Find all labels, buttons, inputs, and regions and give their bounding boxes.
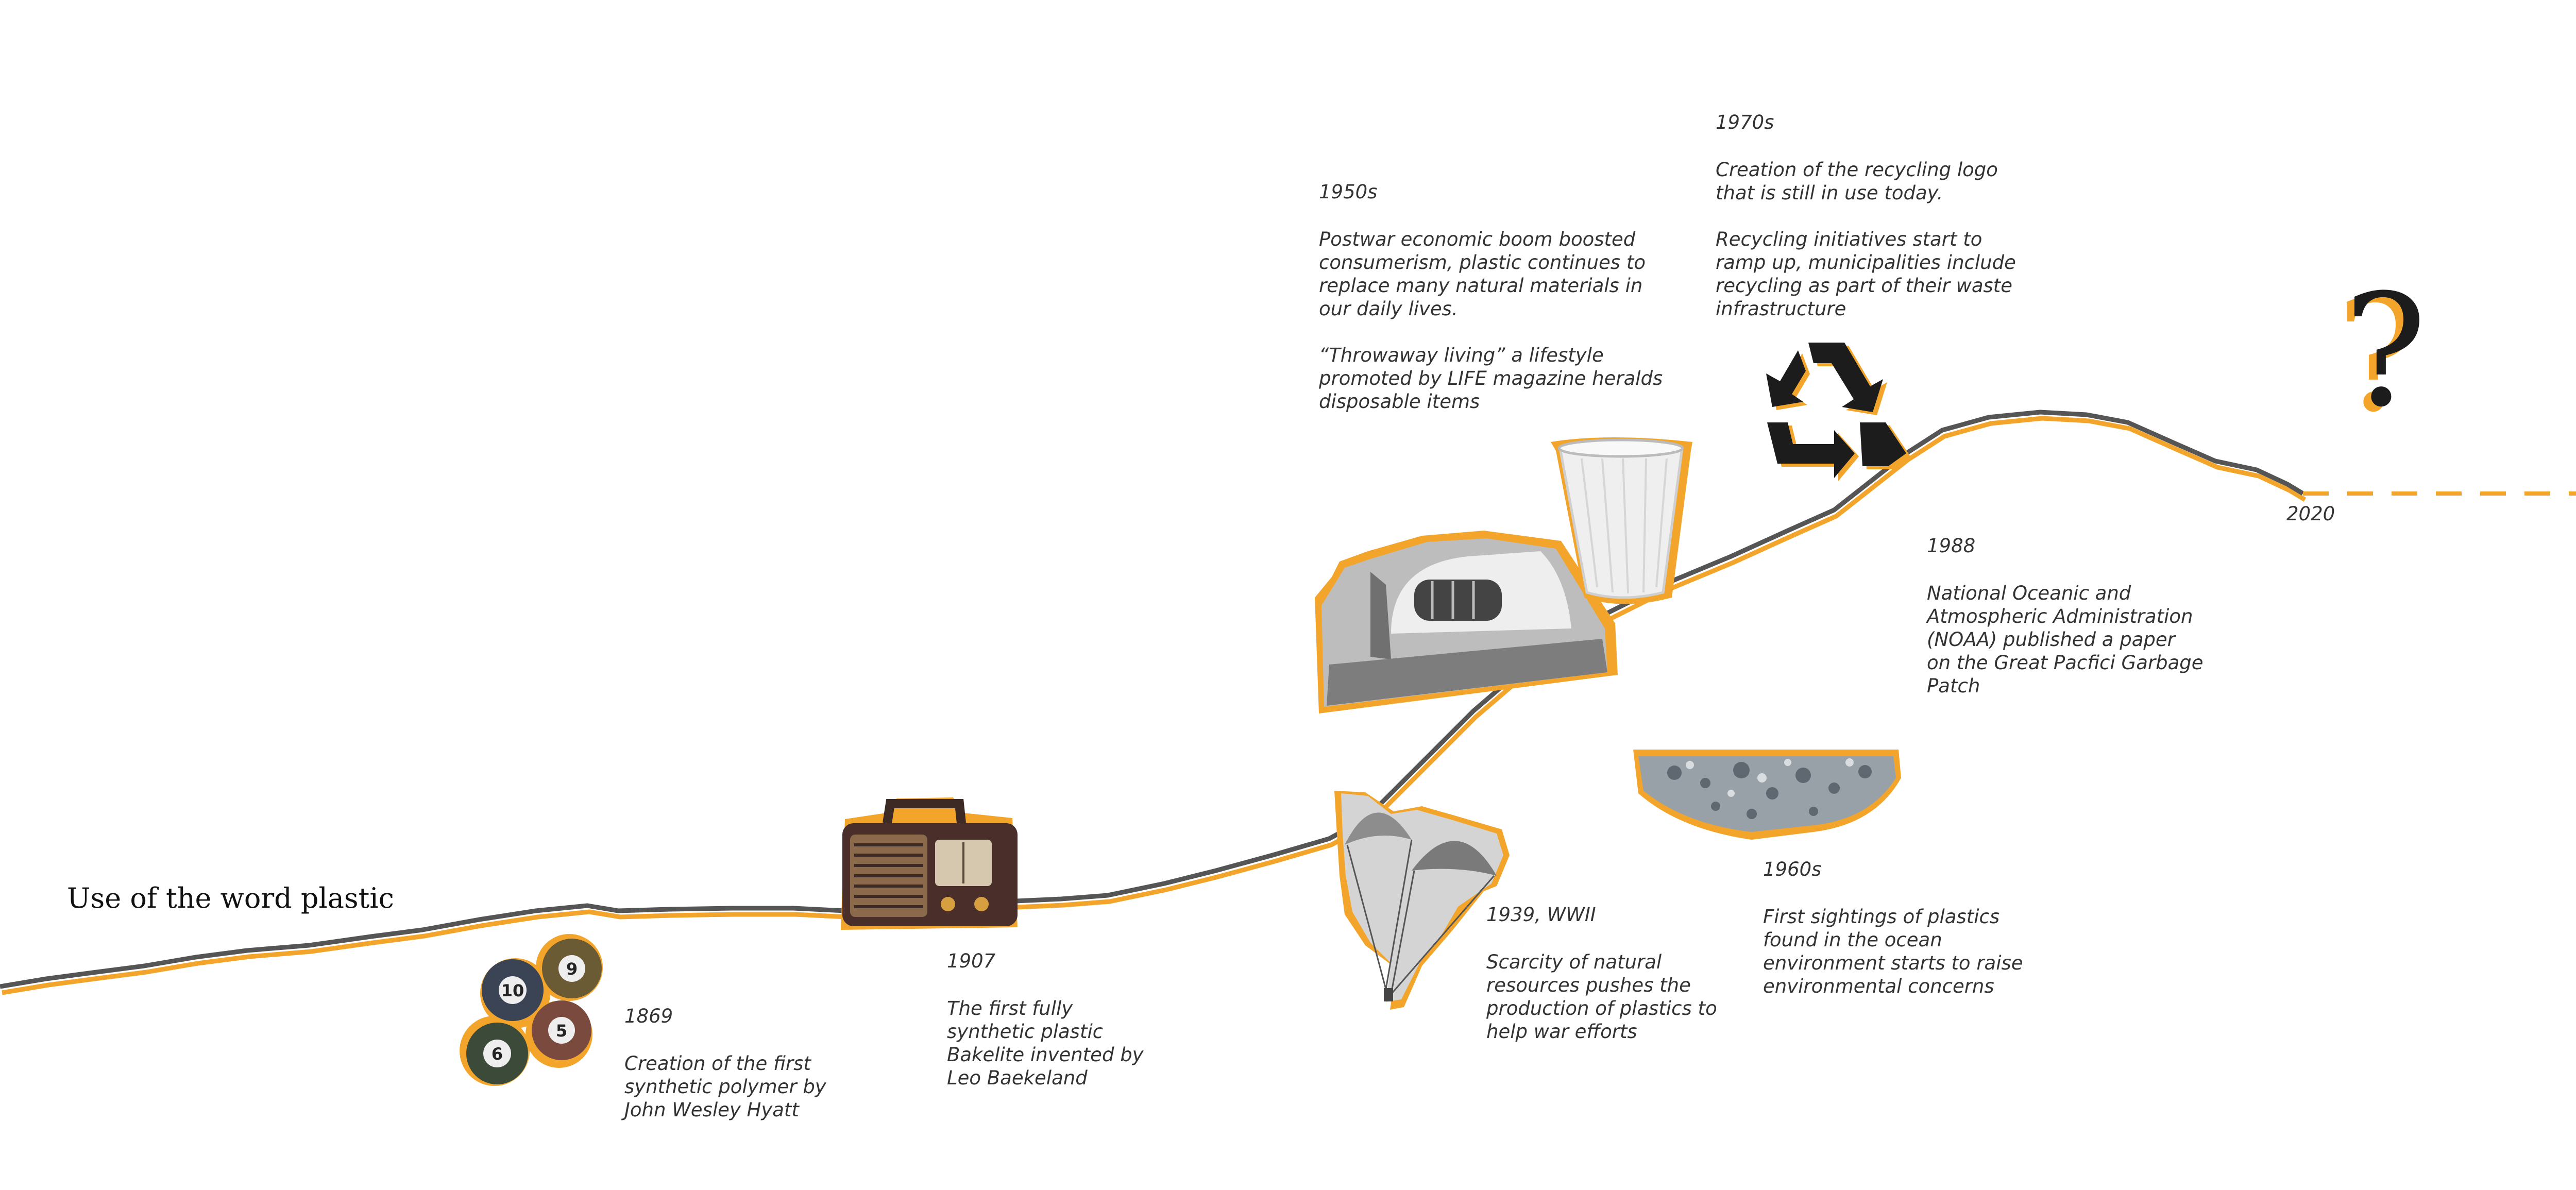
event-description-line: production of plastics to — [1486, 997, 1717, 1019]
event-description-line: replace many natural materials in — [1319, 275, 1642, 297]
event-description-line: Scarcity of natural — [1486, 951, 1662, 973]
event-description-line: (NOAA) published a paper — [1927, 628, 2177, 651]
bakelite-radio-illustration — [841, 797, 1018, 930]
event-description-line: synthetic plastic — [947, 1021, 1103, 1043]
trend-line — [0, 410, 2304, 989]
event-description-line: environmental concerns — [1763, 975, 1994, 997]
event-description-line: The first fully — [947, 997, 1073, 1019]
question-mark: ? — [2344, 261, 2427, 441]
event-description-line: Postwar economic boom boosted — [1319, 228, 1636, 250]
plastic-cup-illustration — [1551, 437, 1692, 604]
event-2020: 2020 — [2286, 503, 2335, 525]
event-description-line: environment starts to raise — [1763, 952, 2023, 974]
event-date-label: 1939, WWII — [1486, 904, 1596, 926]
event-description-line: that is still in use today. — [1716, 182, 1943, 204]
event-description-line: Leo Baekeland — [947, 1067, 1088, 1089]
event-description-line: on the Great Pacfici Garbage — [1927, 652, 2204, 674]
event-description-line: consumerism, plastic continues to — [1319, 251, 1646, 274]
event-description-line: found in the ocean — [1763, 929, 1942, 951]
event-date-label: 1960s — [1763, 858, 1821, 880]
question-mark-shadow: ? — [2336, 266, 2419, 446]
event-description-line: John Wesley Hyatt — [621, 1099, 800, 1121]
event-description-line: resources pushes the — [1486, 974, 1691, 996]
event-description-line: Bakelite invented by — [947, 1044, 1144, 1066]
event-description-line: Creation of the first — [624, 1052, 811, 1075]
event-date-label: 1907 — [947, 950, 996, 972]
usage-trend-line — [0, 410, 2576, 995]
ball-number: 10 — [501, 981, 524, 1000]
event-description-line: Creation of the recycling logo — [1716, 159, 1998, 181]
event-date-label: 1869 — [624, 1005, 673, 1027]
event-description-line: Patch — [1927, 675, 1980, 697]
event-description-line: Recycling initiatives start to — [1716, 228, 1982, 250]
event-description-line: ramp up, municipalities include — [1716, 251, 2016, 274]
event-description-line: promoted by LIFE magazine heralds — [1318, 367, 1663, 389]
event-description-line: “Throwaway living” a lifestyle — [1319, 344, 1604, 366]
question-mark-icon: ? ? — [2336, 261, 2427, 446]
event-date-label: 1988 — [1927, 535, 1975, 557]
ball-number: 6 — [492, 1044, 503, 1064]
ball-number: 9 — [566, 959, 578, 979]
event-description-line: synthetic polymer by — [624, 1076, 827, 1098]
event-date-label: 1950s — [1319, 181, 1377, 203]
event-description-line: infrastructure — [1716, 298, 1846, 320]
event-description-line: our daily lives. — [1319, 298, 1458, 320]
parachutes-illustration — [1334, 791, 1510, 1010]
event-date-label: 1970s — [1716, 111, 1774, 133]
event-date-label: 2020 — [2286, 503, 2335, 525]
event-description-line: disposable items — [1319, 390, 1480, 413]
ocean-plastic-photo — [1633, 750, 1901, 840]
event-description-line: recycling as part of their waste — [1716, 275, 2012, 297]
billiard-balls-illustration: 10 9 5 6 — [460, 934, 603, 1086]
event-1970s: 1970s Creation of the recycling logothat … — [1716, 111, 2016, 320]
futuro-house-photo — [1315, 531, 1618, 713]
event-description-line: Atmospheric Administration — [1926, 605, 2193, 627]
trend-line-highlight — [2, 416, 2307, 995]
event-1950s: 1950s Postwar economic boom boostedconsum… — [1318, 181, 1663, 413]
event-description-line: National Oceanic and — [1927, 582, 2131, 604]
ball-number: 5 — [556, 1021, 567, 1041]
event-description-line: help war efforts — [1486, 1021, 1637, 1043]
recycling-icon — [1766, 343, 1910, 481]
diagram-title: Use of the word plastic — [67, 882, 394, 914]
event-description-line: First sightings of plastics — [1763, 906, 1999, 928]
